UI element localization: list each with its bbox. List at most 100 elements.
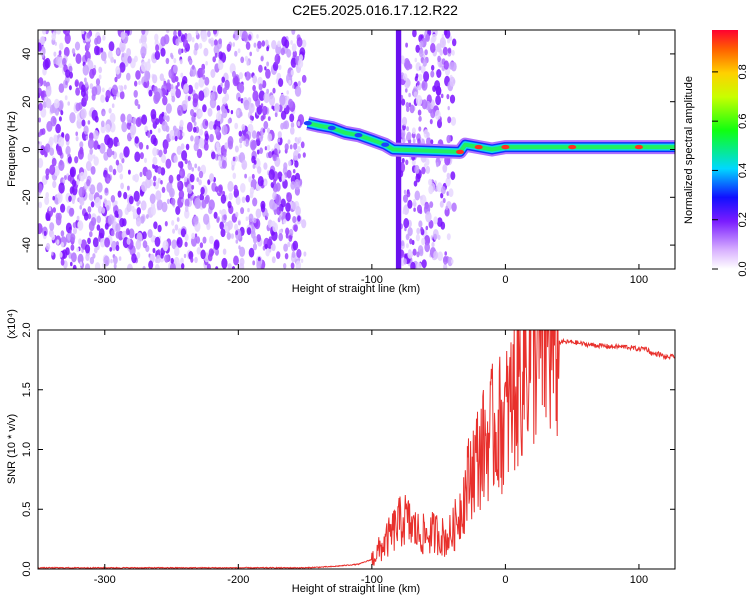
noise-cell <box>266 212 269 217</box>
noise-cell <box>442 197 446 204</box>
noise-cell <box>108 108 112 114</box>
noise-cell <box>248 34 252 41</box>
noise-cell <box>241 30 248 42</box>
noise-cell <box>76 247 80 253</box>
noise-cell <box>201 68 205 75</box>
noise-cell <box>186 121 193 133</box>
noise-cell <box>75 102 81 112</box>
noise-cell <box>413 180 418 187</box>
noise-cell <box>70 244 75 251</box>
noise-cell <box>85 253 90 261</box>
noise-cell <box>92 253 96 259</box>
noise-cell <box>227 181 234 192</box>
noise-cell <box>86 32 91 39</box>
noise-cell <box>449 94 456 104</box>
noise-cell <box>104 237 110 248</box>
noise-cell <box>239 143 242 149</box>
noise-cell <box>141 30 146 35</box>
noise-cell <box>93 156 99 166</box>
noise-cell <box>281 174 286 182</box>
noise-cell <box>102 34 106 41</box>
noise-cell <box>104 134 111 146</box>
noise-cell <box>68 195 72 202</box>
noise-cell <box>149 193 156 204</box>
noise-cell <box>252 90 259 102</box>
noise-cell <box>123 146 130 158</box>
noise-cell <box>203 142 209 151</box>
noise-cell <box>269 199 276 210</box>
noise-cell <box>291 251 296 258</box>
noise-cell <box>112 168 117 176</box>
noise-cell <box>447 37 451 44</box>
noise-cell <box>111 150 115 156</box>
noise-cell <box>198 137 205 149</box>
noise-cell <box>276 251 281 259</box>
noise-cell <box>200 249 206 260</box>
noise-cell <box>198 42 203 49</box>
noise-cell <box>266 88 269 94</box>
noise-cell <box>180 228 187 238</box>
noise-cell <box>446 94 450 100</box>
noise-cell <box>280 110 287 120</box>
colorbar-tick-label: 0.4 <box>737 163 749 178</box>
noise-cell <box>221 160 227 169</box>
noise-cell <box>437 55 441 63</box>
noise-cell <box>84 81 89 88</box>
noise-cell <box>62 178 66 183</box>
noise-cell <box>89 231 93 238</box>
noise-cell <box>194 82 199 90</box>
noise-cell <box>418 66 422 71</box>
noise-cell <box>419 40 424 48</box>
noise-cell <box>234 50 238 57</box>
noise-cell <box>163 115 167 121</box>
noise-cell <box>161 186 166 193</box>
noise-cell <box>430 109 436 119</box>
noise-cell <box>184 205 189 212</box>
noise-cell <box>176 237 183 248</box>
noise-cell <box>272 87 276 94</box>
noise-cell <box>75 87 80 96</box>
noise-cell <box>265 39 269 46</box>
noise-cell <box>446 172 451 180</box>
noise-cell <box>202 236 207 244</box>
noise-cell <box>245 194 250 203</box>
noise-cell <box>154 91 161 103</box>
noise-cell <box>77 253 84 265</box>
colorbar-ticks: 0.0 0.2 0.4 0.6 0.8 <box>712 64 749 277</box>
noise-cell <box>423 163 427 168</box>
noise-cell <box>248 213 254 223</box>
noise-cell <box>284 253 289 260</box>
noise-cell <box>53 58 57 65</box>
ridge-hotspot <box>327 125 336 131</box>
noise-cell <box>38 201 43 209</box>
noise-cell <box>436 69 442 78</box>
noise-cell <box>107 177 111 184</box>
noise-cell <box>138 80 141 85</box>
noise-cell <box>277 131 282 139</box>
noise-cell <box>177 228 182 235</box>
noise-cell <box>238 96 241 102</box>
noise-cell <box>94 196 102 209</box>
noise-cell <box>157 128 161 133</box>
noise-cell <box>271 40 277 50</box>
noise-cell <box>150 206 156 216</box>
noise-cell <box>424 49 428 56</box>
noise-cell <box>202 104 207 113</box>
noise-cell <box>133 215 136 220</box>
noise-cell <box>420 64 426 74</box>
noise-cell <box>428 185 434 195</box>
ridge-hotspot <box>381 142 390 147</box>
noise-cell <box>109 247 112 252</box>
noise-cell <box>170 197 176 206</box>
noise-cell <box>278 78 284 87</box>
noise-cell <box>193 215 199 225</box>
noise-cell <box>264 243 268 250</box>
noise-cell <box>221 108 228 119</box>
noise-cell <box>433 216 438 225</box>
noise-cell <box>430 139 434 145</box>
noise-cell <box>272 222 279 233</box>
noise-cell <box>194 135 200 146</box>
noise-cell <box>217 60 224 71</box>
noise-cell <box>131 205 135 213</box>
